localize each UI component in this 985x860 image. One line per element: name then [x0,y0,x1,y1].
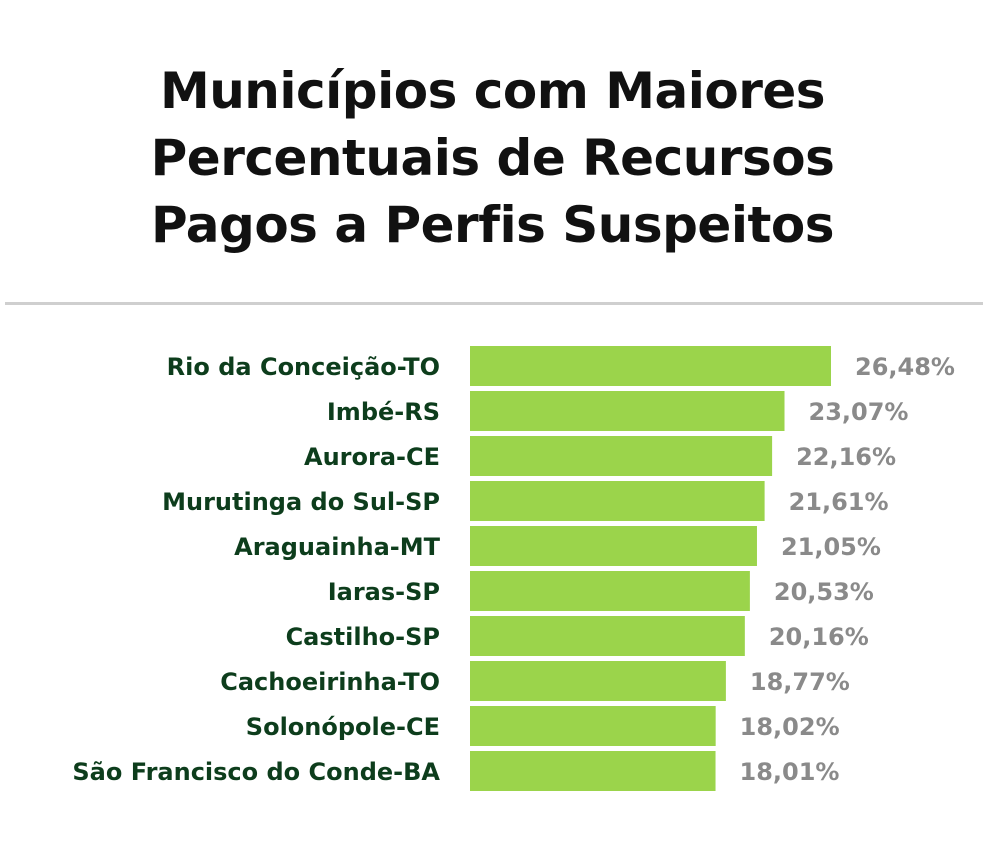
category-label: Imbé-RS [327,398,440,426]
chart-title-line-3: Pagos a Perfis Suspeitos [151,196,835,254]
value-label: 18,77% [750,668,850,696]
category-label: Cachoeirinha-TO [220,668,440,696]
bar [470,616,745,656]
chart-title-line-1: Municípios com Maiores [159,62,826,120]
bar [470,526,757,566]
category-label: Iaras-SP [328,578,440,606]
category-label: Aurora-CE [304,443,440,471]
category-label: Araguainha-MT [234,533,441,561]
bar [470,751,716,791]
value-label: 18,02% [740,713,840,741]
category-label: Murutinga do Sul-SP [162,488,440,516]
value-label: 20,16% [769,623,869,651]
bar [470,661,726,701]
value-label: 20,53% [774,578,874,606]
value-label: 21,05% [781,533,881,561]
bar [470,481,765,521]
chart-title: Municípios com Maiores Percentuais de Re… [0,58,985,259]
category-label: Castilho-SP [286,623,440,651]
bar [470,391,785,431]
bar [470,706,716,746]
bar-chart: Rio da Conceição-TO 26,48% Imbé-RS 23,07% Au… [72,346,955,791]
chart-title-line-2: Percentuais de Recursos [150,129,835,187]
bar [470,571,750,611]
value-label: 22,16% [796,443,896,471]
title-divider [5,302,983,305]
category-label: Rio da Conceição-TO [167,353,440,381]
value-label: 26,48% [855,353,955,381]
value-label: 23,07% [809,398,909,426]
value-label: 18,01% [740,758,840,786]
value-label: 21,61% [789,488,889,516]
bar [470,346,831,386]
category-label: São Francisco do Conde-BA [72,758,440,786]
category-label: Solonópole-CE [246,713,440,741]
bar [470,436,773,476]
